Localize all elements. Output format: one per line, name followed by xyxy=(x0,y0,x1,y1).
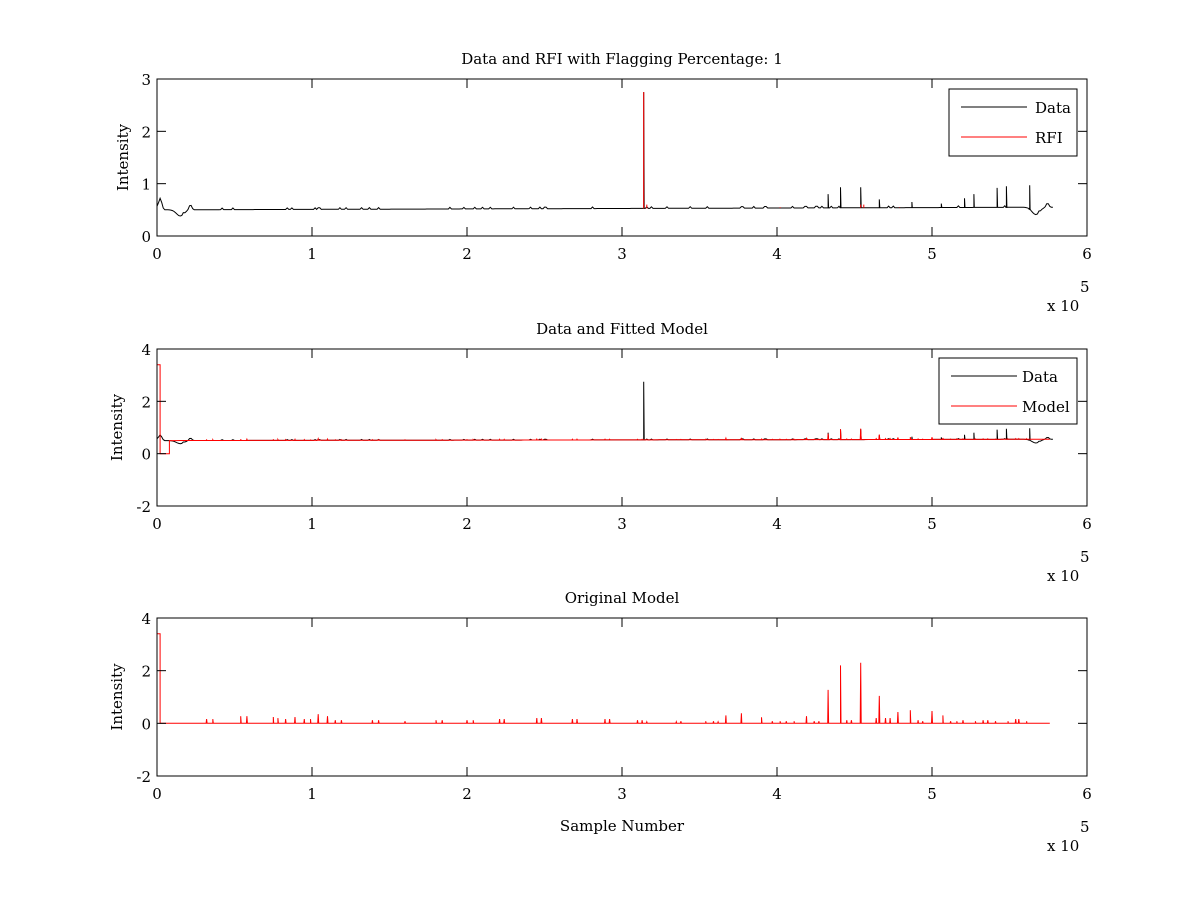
y-tick-label: 2 xyxy=(141,393,151,411)
y-tick-label: 2 xyxy=(141,663,151,681)
x-tick-label: 5 xyxy=(927,785,937,803)
legend-label: Model xyxy=(1022,398,1070,416)
legend: Data RFI xyxy=(948,88,1078,157)
y-axis-label: Intensity xyxy=(114,123,132,191)
x-exponent-label: x 10 xyxy=(1047,567,1079,585)
x-tick-label: 2 xyxy=(462,785,472,803)
data-line xyxy=(156,381,1053,445)
x-tick-label: 4 xyxy=(772,515,782,533)
x-tick-label: 6 xyxy=(1082,245,1092,263)
subplot-title: Data and RFI with Flagging Percentage: 1 xyxy=(461,50,783,68)
data-line xyxy=(156,92,1053,217)
x-exponent-label: x 10 xyxy=(1047,297,1079,315)
x-tick-label: 6 xyxy=(1082,785,1092,803)
x-axis-label: Sample Number xyxy=(560,817,685,835)
legend: Data Model xyxy=(938,357,1078,425)
x-tick-label: 1 xyxy=(307,785,317,803)
x-tick-label: 6 xyxy=(1082,515,1092,533)
axes-box xyxy=(156,78,1088,237)
axes-box xyxy=(156,617,1088,777)
x-tick-label: 0 xyxy=(152,245,162,263)
y-tick-label: 4 xyxy=(141,610,151,628)
x-tick-label: 3 xyxy=(617,245,627,263)
x-tick-label: 4 xyxy=(772,785,782,803)
x-exponent: 5 xyxy=(1080,818,1090,836)
x-exponent-label: x 10 xyxy=(1047,837,1079,855)
x-tick-label: 1 xyxy=(307,515,317,533)
x-tick-label: 1 xyxy=(307,245,317,263)
y-tick-label: 0 xyxy=(141,446,151,464)
y-tick-label: 0 xyxy=(141,715,151,733)
x-tick-label: 2 xyxy=(462,515,472,533)
y-tick-label: -2 xyxy=(136,768,151,786)
subplot-title: Original Model xyxy=(565,589,680,607)
x-tick-label: 3 xyxy=(617,785,627,803)
legend-box xyxy=(948,88,1078,157)
x-exponent: 5 xyxy=(1080,548,1090,566)
x-tick-label: 2 xyxy=(462,245,472,263)
y-tick-label: 2 xyxy=(141,123,151,141)
x-tick-label: 4 xyxy=(772,245,782,263)
y-tick-label: 3 xyxy=(141,71,151,89)
original-model-line xyxy=(157,633,1050,724)
y-axis-label: Intensity xyxy=(108,663,126,731)
x-exponent: 5 xyxy=(1080,278,1090,296)
legend-label: RFI xyxy=(1035,129,1063,147)
x-tick-label: 0 xyxy=(152,515,162,533)
y-axis-label: Intensity xyxy=(108,393,126,461)
y-tick-label: -2 xyxy=(136,498,151,516)
x-tick-label: 0 xyxy=(152,785,162,803)
legend-box xyxy=(938,357,1078,425)
model-line xyxy=(157,364,1050,455)
y-tick-label: 4 xyxy=(141,341,151,359)
legend-label: Data xyxy=(1035,99,1071,117)
x-tick-label: 5 xyxy=(927,515,937,533)
legend-label: Data xyxy=(1022,368,1058,386)
y-tick-label: 1 xyxy=(141,176,151,194)
y-tick-label: 0 xyxy=(141,228,151,246)
subplot-title: Data and Fitted Model xyxy=(536,320,708,338)
x-tick-label: 3 xyxy=(617,515,627,533)
x-tick-label: 5 xyxy=(927,245,937,263)
